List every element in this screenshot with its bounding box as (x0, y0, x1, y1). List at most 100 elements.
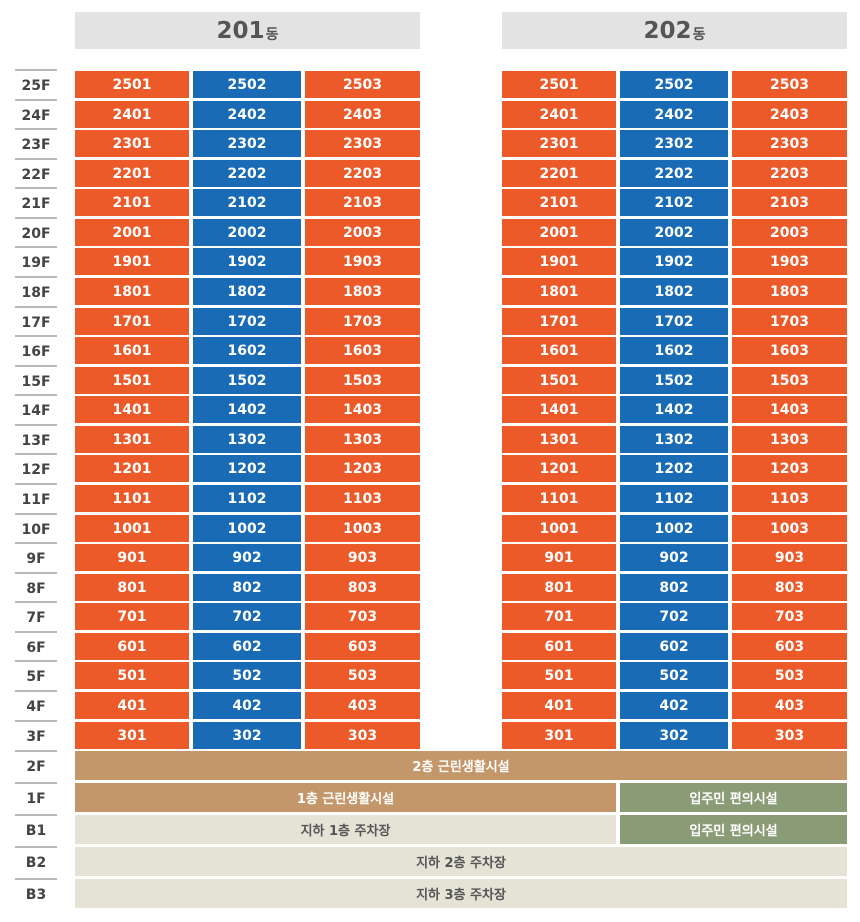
floor-label: 13F (21, 432, 51, 449)
unit-cell: 1902 (620, 248, 728, 275)
unit-cell: 1101 (75, 485, 189, 512)
unit-cell: 2501 (502, 71, 616, 98)
building-201-number: 201 (216, 17, 265, 44)
floor-divider (15, 276, 57, 278)
building-202-title: 202 동 (502, 12, 847, 49)
unit-cell: 1303 (732, 426, 847, 453)
unit-cell: 2201 (75, 160, 189, 187)
unit-cell: 1901 (502, 248, 616, 275)
floor-divider (15, 846, 57, 848)
unit-cell: 401 (502, 692, 616, 719)
unit-cell: 902 (620, 544, 728, 571)
floor-label: B2 (25, 854, 47, 871)
unit-cell: 1702 (193, 308, 301, 335)
floor-divider (15, 690, 57, 692)
floor-label: 1F (26, 790, 46, 807)
unit-cell: 1603 (305, 337, 420, 364)
b1-convenience-facility: 입주민 편의시설 (620, 815, 847, 844)
unit-cell: 2301 (75, 130, 189, 157)
unit-cell: 2001 (75, 219, 189, 246)
floor-label: 24F (21, 107, 51, 124)
floor-label: 9F (26, 550, 46, 567)
floor-divider (15, 720, 57, 722)
floor-divider (15, 217, 57, 219)
unit-cell: 903 (305, 544, 420, 571)
floor-divider (15, 631, 57, 633)
unit-cell: 602 (620, 633, 728, 660)
unit-cell: 1303 (305, 426, 420, 453)
unit-cell: 1401 (75, 396, 189, 423)
unit-cell: 2401 (75, 101, 189, 128)
unit-cell: 402 (193, 692, 301, 719)
unit-cell: 302 (620, 722, 728, 749)
floor-label: 18F (21, 284, 51, 301)
unit-cell: 602 (193, 633, 301, 660)
unit-cell: 702 (620, 603, 728, 630)
unit-cell: 1702 (620, 308, 728, 335)
unit-cell: 403 (732, 692, 847, 719)
unit-cell: 2003 (305, 219, 420, 246)
unit-cell: 1701 (75, 308, 189, 335)
unit-cell: 701 (75, 603, 189, 630)
unit-cell: 1602 (620, 337, 728, 364)
unit-cell: 1501 (502, 367, 616, 394)
floor-label: 4F (26, 698, 46, 715)
unit-cell: 501 (75, 662, 189, 689)
unit-cell: 1802 (620, 278, 728, 305)
floor-label: 20F (21, 225, 51, 242)
unit-cell: 1602 (193, 337, 301, 364)
floor-label: 2F (26, 758, 46, 775)
unit-cell: 1201 (75, 455, 189, 482)
unit-cell: 2502 (193, 71, 301, 98)
floor-label: 7F (26, 609, 46, 626)
unit-cell: 1201 (502, 455, 616, 482)
unit-cell: 1003 (305, 515, 420, 542)
unit-cell: 1802 (193, 278, 301, 305)
unit-cell: 2301 (502, 130, 616, 157)
unit-cell: 2103 (305, 189, 420, 216)
unit-cell: 1203 (305, 455, 420, 482)
building-201-title: 201 동 (75, 12, 420, 49)
unit-cell: 303 (732, 722, 847, 749)
unit-cell: 2303 (305, 130, 420, 157)
unit-cell: 603 (305, 633, 420, 660)
unit-cell: 1403 (305, 396, 420, 423)
building-201-suffix: 동 (265, 26, 279, 43)
unit-cell: 703 (305, 603, 420, 630)
unit-cell: 1903 (732, 248, 847, 275)
unit-cell: 1101 (502, 485, 616, 512)
floor-label: B1 (25, 822, 47, 839)
unit-cell: 1501 (75, 367, 189, 394)
unit-cell: 401 (75, 692, 189, 719)
floor-divider (15, 782, 57, 784)
floor-label: 16F (21, 343, 51, 360)
unit-cell: 1803 (305, 278, 420, 305)
unit-cell: 2503 (305, 71, 420, 98)
unit-cell: 1301 (502, 426, 616, 453)
unit-cell: 1502 (193, 367, 301, 394)
floor-divider (15, 660, 57, 662)
unit-cell: 1003 (732, 515, 847, 542)
unit-cell: 2402 (193, 101, 301, 128)
unit-cell: 2202 (620, 160, 728, 187)
unit-cell: 1703 (732, 308, 847, 335)
unit-cell: 2501 (75, 71, 189, 98)
unit-cell: 802 (193, 574, 301, 601)
floor-label: 15F (21, 373, 51, 390)
unit-cell: 601 (75, 633, 189, 660)
unit-cell: 1401 (502, 396, 616, 423)
unit-cell: 601 (502, 633, 616, 660)
unit-cell: 1301 (75, 426, 189, 453)
unit-cell: 503 (305, 662, 420, 689)
unit-cell: 1103 (732, 485, 847, 512)
unit-cell: 1901 (75, 248, 189, 275)
f2-commercial-facility: 2층 근린생활시설 (75, 751, 847, 780)
unit-cell: 1601 (75, 337, 189, 364)
floor-divider (15, 483, 57, 485)
unit-cell: 503 (732, 662, 847, 689)
unit-cell: 2302 (620, 130, 728, 157)
unit-cell: 502 (193, 662, 301, 689)
unit-cell: 2403 (305, 101, 420, 128)
floor-label: 17F (21, 314, 51, 331)
unit-cell: 2201 (502, 160, 616, 187)
